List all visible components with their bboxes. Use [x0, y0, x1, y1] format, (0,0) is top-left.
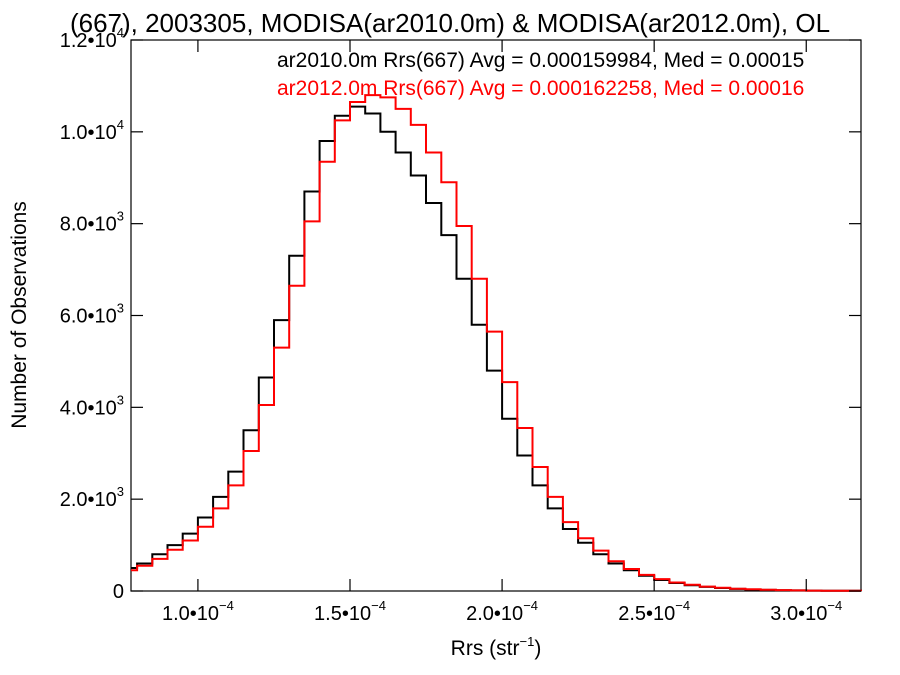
x-axis-label-close: ): [534, 637, 541, 660]
y-tick-label-6: 1.2•104: [60, 25, 124, 52]
y-tick-label-0: 0: [113, 581, 124, 603]
x-tick-label-4: 3.0•10−4: [770, 598, 842, 625]
x-axis-label: Rrs (str−1): [451, 634, 542, 660]
x-axis-ticks: 1.0•10−4 1.5•10−4 2.0•10−4 2.5•10−4 3.0•10−4: [162, 40, 842, 625]
x-axis-label-sup: −1: [520, 634, 535, 649]
y-tick-label-1: 2.0•103: [60, 484, 124, 511]
x-tick-label-1: 1.5•10−4: [314, 598, 386, 625]
y-tick-label-3: 6.0•103: [60, 301, 124, 328]
plot-frame: [130, 39, 862, 592]
x-tick-label-0: 1.0•10−4: [162, 598, 234, 625]
series-line-ar2010: [131, 105, 862, 592]
y-tick-label-2: 4.0•103: [60, 392, 124, 419]
series-line-ar2012: [131, 94, 862, 592]
plot-area: 1.0•10−4 1.5•10−4 2.0•10−4 2.5•10−4 3.0•10−4…: [60, 25, 862, 625]
x-axis-label-base: Rrs (str: [451, 637, 520, 660]
y-tick-label-5: 1.0•104: [60, 117, 124, 144]
chart-title: (667), 2003305, MODISA(ar2010.0m) & MODI…: [70, 8, 830, 38]
y-axis-label: Number of Observations: [8, 201, 31, 429]
x-tick-label-3: 2.5•10−4: [618, 598, 690, 625]
y-tick-label-4: 8.0•103: [60, 209, 124, 236]
legend-entry-ar2010: ar2010.0m Rrs(667) Avg = 0.000159984, Me…: [277, 49, 804, 72]
series-layer: [131, 94, 862, 592]
y-axis-ticks: 0 2.0•103 4.0•103 6.0•103 8.0•103 1.0•104 1.2•…: [60, 25, 861, 603]
x-tick-label-2: 2.0•10−4: [466, 598, 538, 625]
legend-entry-ar2012: ar2012.0m Rrs(667) Avg = 0.000162258, Me…: [277, 77, 804, 100]
